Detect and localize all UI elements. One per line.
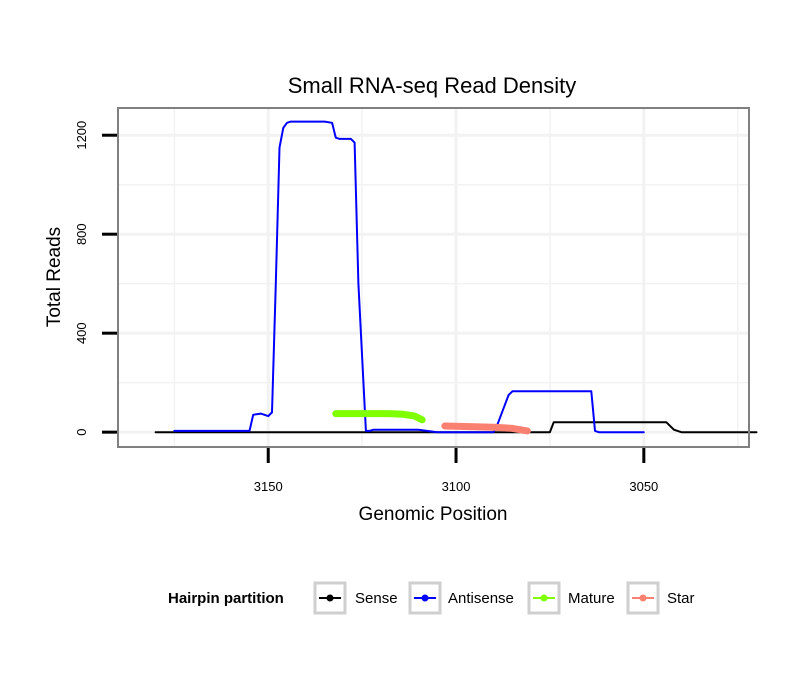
plot-border [117, 107, 750, 448]
y-tick-label: 800 [74, 223, 89, 245]
legend-label: Antisense [448, 590, 514, 607]
legend: Hairpin partition Sense Antisense Mature St… [168, 581, 695, 615]
legend-key-dot [540, 594, 548, 602]
legend-title: Hairpin partition [168, 590, 284, 607]
legend-item-star: Star [626, 581, 695, 615]
legend-label: Sense [355, 590, 398, 607]
y-axis-title: Total Reads [44, 227, 65, 327]
legend-item-antisense: Antisense [408, 581, 514, 615]
series-line-sense [154, 421, 758, 434]
legend-item-mature: Mature [527, 581, 615, 615]
x-tick-label: 3050 [629, 479, 658, 494]
legend-key-dot [421, 594, 429, 602]
plot-panel [118, 108, 749, 447]
series-line-star [441, 422, 531, 435]
y-tick-label: 0 [74, 429, 89, 436]
series-line-mature [332, 410, 426, 424]
y-tick-label: 1200 [74, 121, 89, 150]
series-line-antisense [173, 120, 645, 434]
x-axis-title: Genomic Position [359, 504, 508, 525]
legend-label: Star [667, 590, 695, 607]
chart-title: Small RNA-seq Read Density [288, 73, 577, 98]
series-layer [154, 120, 758, 435]
y-tick-label: 400 [74, 322, 89, 344]
legend-item-sense: Sense [313, 581, 398, 615]
x-tick-label: 3100 [442, 479, 471, 494]
legend-key-dot [639, 594, 647, 602]
legend-key-dot [326, 594, 334, 602]
x-tick-label: 3150 [254, 479, 283, 494]
legend-label: Mature [568, 590, 615, 607]
axes: 3150 3100 3050 0 400 800 1200 [74, 121, 658, 494]
